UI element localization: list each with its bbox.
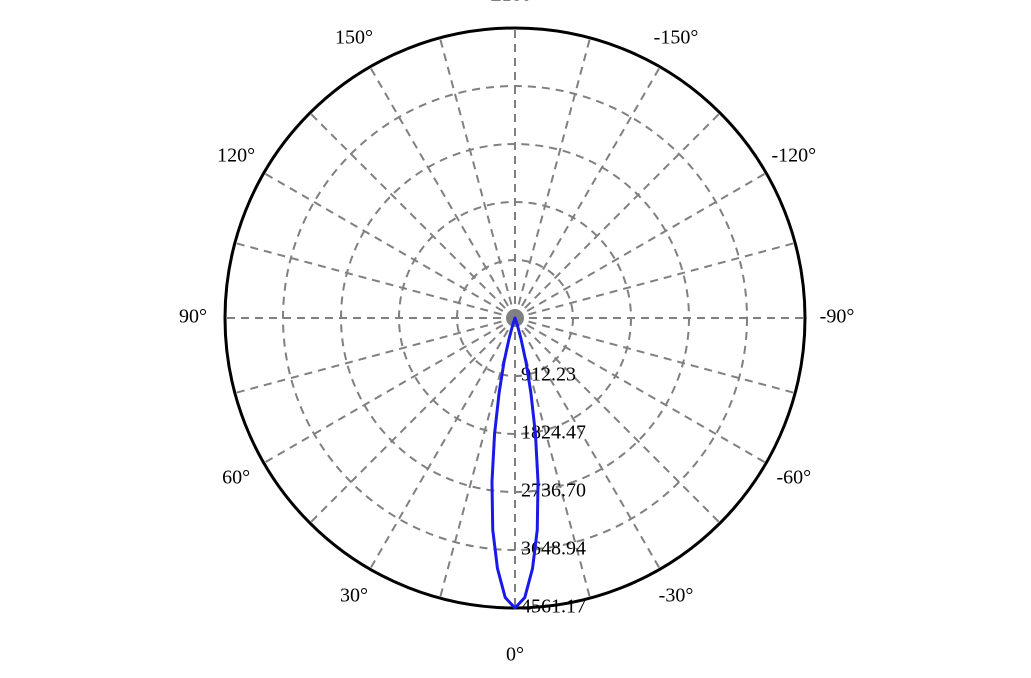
angle-label: 0°: [506, 644, 524, 666]
angle-label: -30°: [659, 584, 694, 606]
radial-label: 3648.94: [521, 538, 586, 560]
angle-label: ±180°: [491, 0, 540, 6]
angle-label: 90°: [179, 306, 207, 328]
polar-chart: ±180° -150° 150° -120° 120° -90° 90° -60° 60° -30…: [0, 0, 1031, 678]
angle-label: 30°: [340, 584, 368, 606]
angle-label: -150°: [654, 27, 699, 49]
angle-label: 60°: [222, 467, 250, 489]
angle-label: -90°: [820, 306, 855, 328]
radial-label: 4561.17: [521, 596, 586, 618]
angle-labels: ±180° -150° 150° -120° 120° -90° 90° -60° 60° -30…: [179, 0, 854, 666]
angle-label: 150°: [335, 27, 373, 49]
angle-label: -60°: [777, 467, 812, 489]
angle-label: 120°: [217, 145, 255, 167]
radial-label: 1824.47: [521, 422, 586, 444]
angle-label: -120°: [772, 145, 817, 167]
radial-label: 2736.70: [521, 480, 586, 502]
